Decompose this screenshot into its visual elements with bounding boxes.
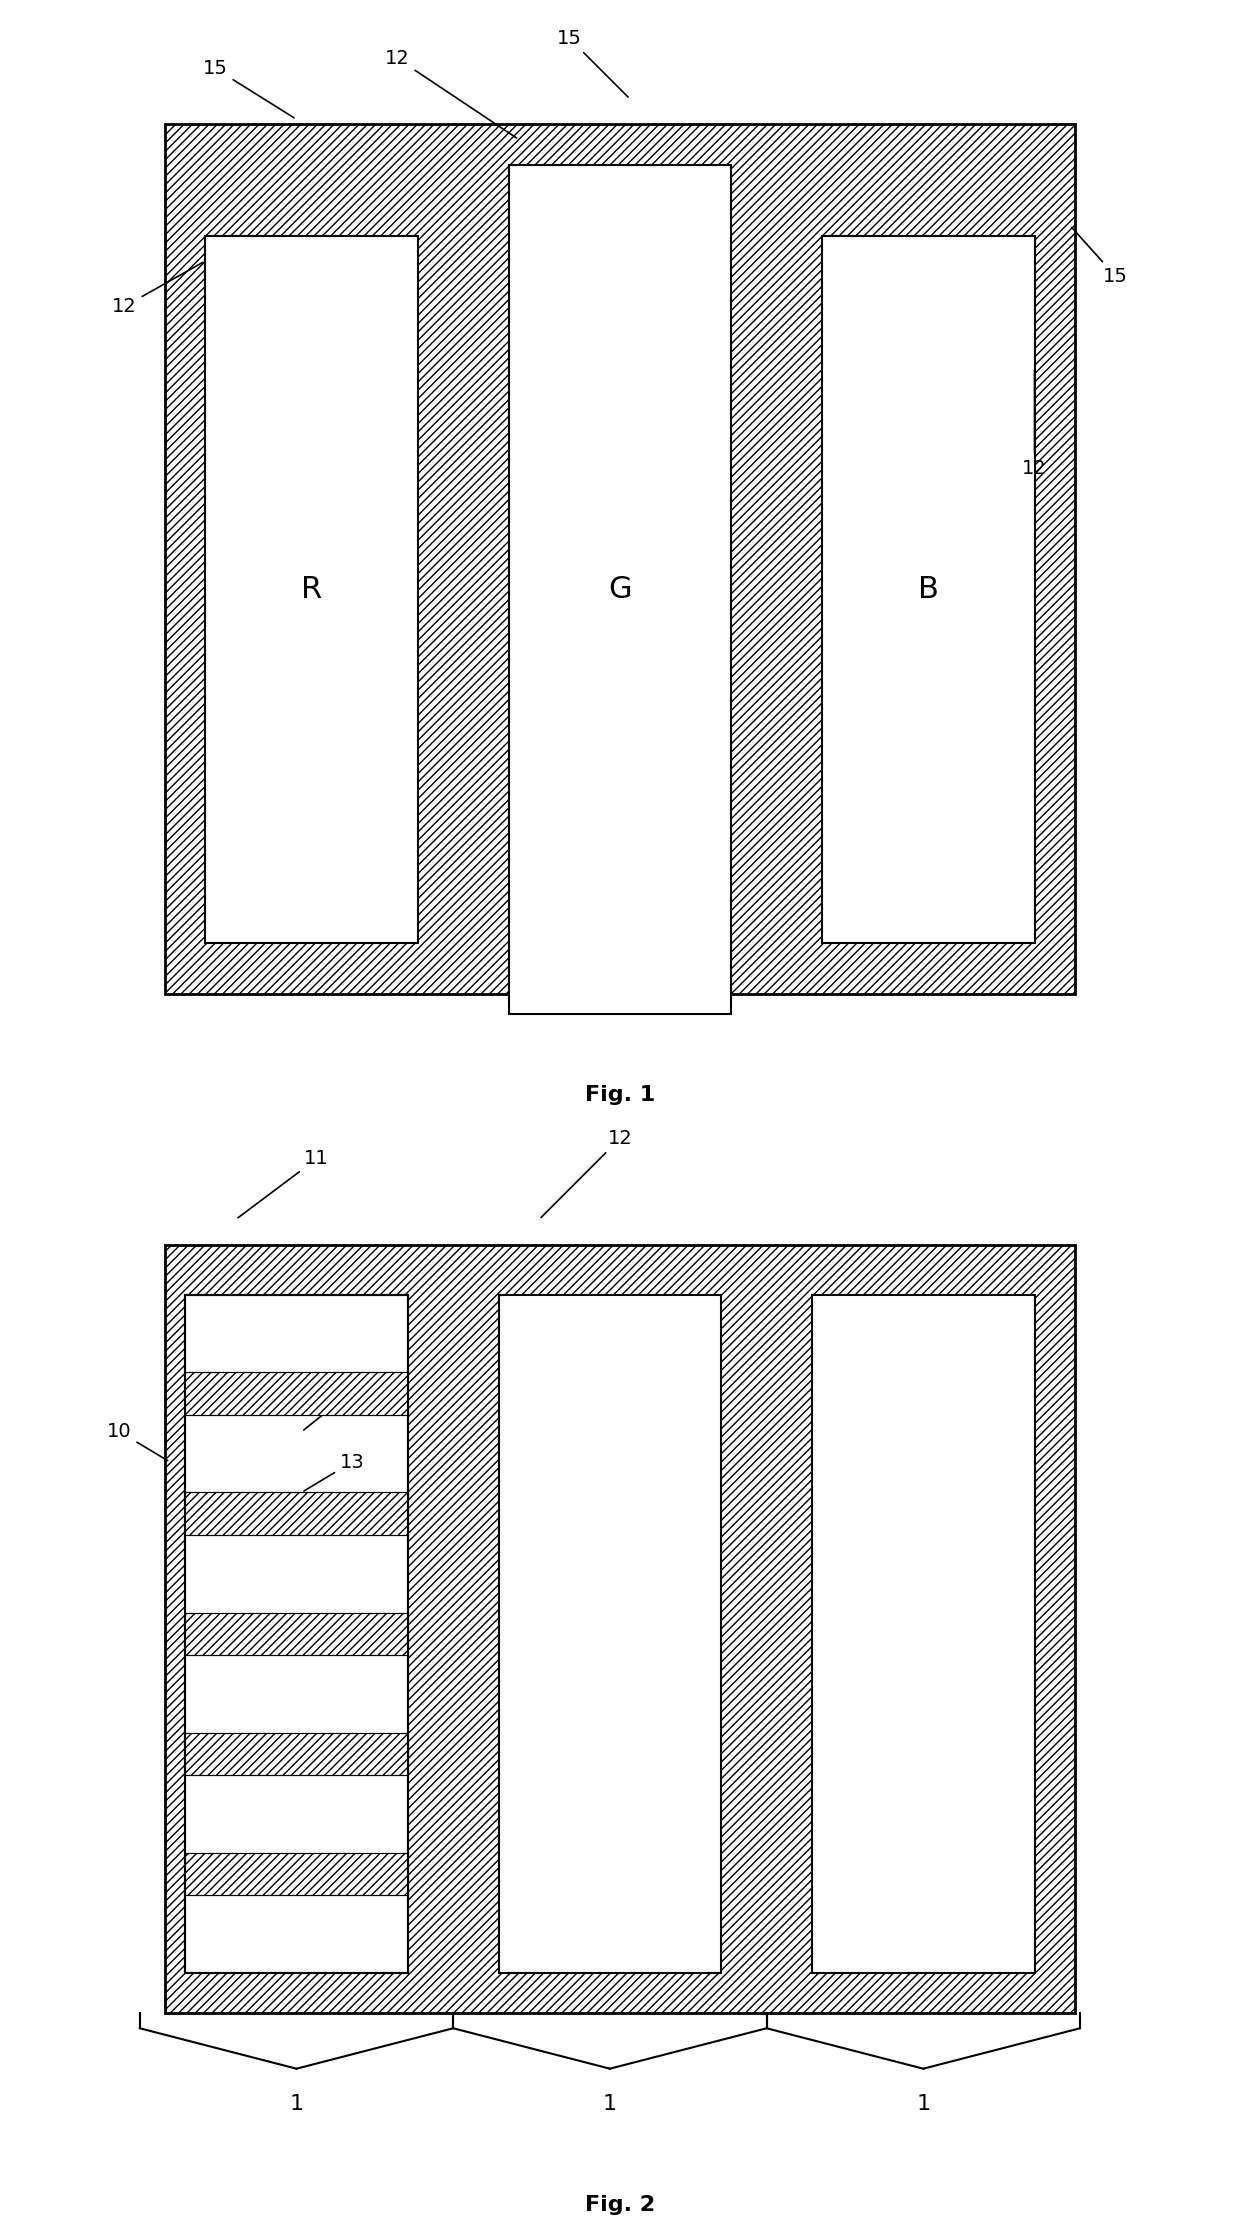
Text: B: B: [918, 575, 939, 604]
Text: 11: 11: [238, 1150, 329, 1217]
Text: 1: 1: [289, 2093, 304, 2113]
Bar: [185, 1612, 408, 1656]
Text: 15: 15: [1071, 227, 1128, 285]
Text: 12: 12: [304, 1382, 365, 1431]
Bar: [508, 165, 732, 1014]
Bar: [498, 1295, 722, 1973]
Bar: [185, 1373, 408, 1415]
Text: 12: 12: [113, 263, 203, 317]
Bar: [165, 1244, 1075, 2013]
Text: Fig. 1: Fig. 1: [585, 1086, 655, 1106]
Bar: [185, 1295, 408, 1973]
Text: R: R: [301, 575, 322, 604]
Text: 15: 15: [203, 60, 294, 118]
Bar: [185, 1493, 408, 1536]
Text: 13: 13: [304, 1453, 365, 1491]
Text: 12: 12: [541, 1130, 632, 1217]
Bar: [185, 1295, 408, 1973]
Bar: [185, 1732, 408, 1777]
Bar: [206, 236, 418, 943]
Bar: [822, 236, 1034, 943]
Bar: [812, 1295, 1034, 1973]
Text: 1: 1: [603, 2093, 618, 2113]
Text: 12: 12: [386, 49, 517, 138]
Bar: [185, 1852, 408, 1895]
Text: 12: 12: [1022, 370, 1047, 477]
Text: 10: 10: [107, 1422, 167, 1460]
Text: Fig. 2: Fig. 2: [585, 2196, 655, 2216]
Text: 1: 1: [916, 2093, 930, 2113]
Bar: [165, 125, 1075, 994]
Text: G: G: [608, 575, 632, 604]
Text: 15: 15: [557, 29, 629, 98]
